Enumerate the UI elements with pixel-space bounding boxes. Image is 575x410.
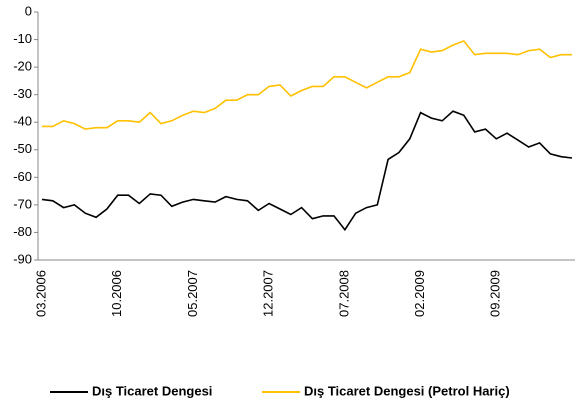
series-line <box>42 39 572 130</box>
x-tick-label: 05.2007 <box>185 270 200 317</box>
y-tick-label: -90 <box>13 251 32 266</box>
x-tick-label: 10.2006 <box>109 270 124 317</box>
x-tick-label: 09.2009 <box>488 270 503 317</box>
y-tick-label: -70 <box>13 196 32 211</box>
x-tick-label: 03.2006 <box>33 270 48 317</box>
y-tick-label: 0 <box>25 3 32 18</box>
x-tick-label: 07.2008 <box>336 270 351 317</box>
y-tick-label: -40 <box>13 114 32 129</box>
y-tick-label: -50 <box>13 141 32 156</box>
x-tick-label: 02.2009 <box>412 270 427 317</box>
y-tick-label: -20 <box>13 59 32 74</box>
y-tick-label: -60 <box>13 169 32 184</box>
x-tick-label: 12.2007 <box>261 270 276 317</box>
legend-label: Dış Ticaret Dengesi <box>92 383 212 398</box>
y-tick-label: -10 <box>13 31 32 46</box>
y-tick-label: -30 <box>13 86 32 101</box>
series-line <box>41 110 573 232</box>
legend-label: Dış Ticaret Dengesi (Petrol Hariç) <box>304 383 510 398</box>
y-tick-label: -80 <box>13 224 32 239</box>
